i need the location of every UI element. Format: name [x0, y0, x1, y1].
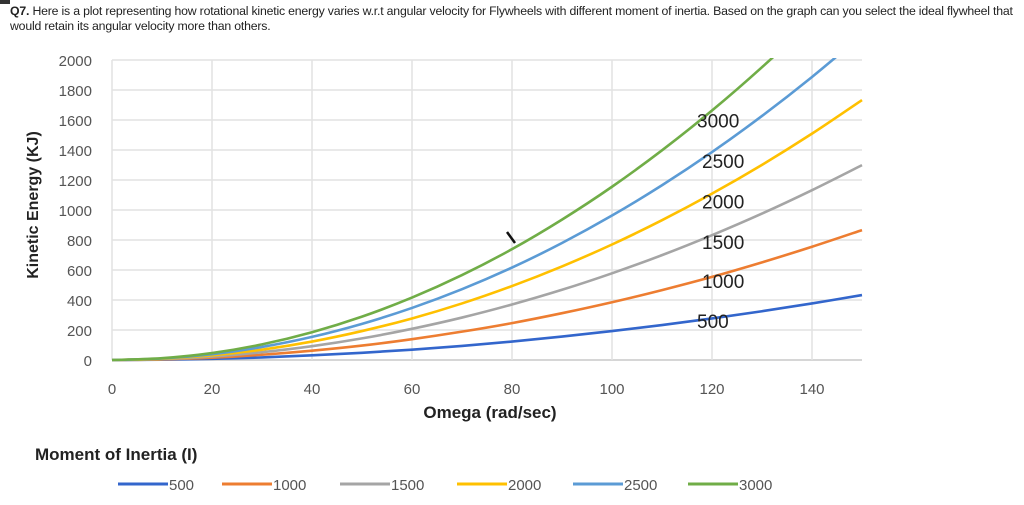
x-tick-label: 140 [799, 381, 824, 398]
arrow-mark [505, 231, 517, 244]
x-tick-label: 0 [108, 381, 116, 398]
y-tick-label: 800 [67, 233, 92, 250]
question-body: Here is a plot representing how rotation… [10, 4, 1013, 33]
x-tick-label: 120 [699, 381, 724, 398]
y-tick-label: 1200 [59, 173, 92, 190]
legend-label: 2000 [508, 477, 541, 494]
y-tick-label: 200 [67, 323, 92, 340]
legend-label: 500 [169, 477, 194, 494]
y-tick-label: 600 [67, 263, 92, 280]
x-tick-label: 80 [504, 381, 521, 398]
legend-item-1500: 1500 [340, 477, 424, 494]
y-tick-labels: 0 200 400 600 800 1000 1200 1400 1600 1800 2000 [59, 53, 92, 370]
curve-annotation: 2500 [702, 152, 744, 173]
series-line-1500 [112, 163, 863, 362]
y-tick-label: 1600 [59, 113, 92, 130]
curve-annotation: 1000 [702, 272, 744, 293]
top-marker [0, 0, 10, 4]
legend-label: 2500 [624, 477, 657, 494]
y-tick-label: 0 [84, 353, 92, 370]
x-tick-labels: 0 20 40 60 80 100 120 140 [108, 381, 825, 398]
series-line-2000 [112, 98, 863, 362]
curve-annotation: 500 [697, 312, 729, 333]
legend-item-2000: 2000 [457, 477, 541, 494]
y-axis-label: Kinetic Energy (KJ) [25, 131, 42, 279]
legend: 500 1000 1500 2000 2500 3000 [118, 477, 772, 494]
series-line-1000 [112, 228, 863, 362]
curve-annotation: 3000 [697, 112, 739, 133]
y-tick-label: 1400 [59, 143, 92, 160]
y-tick-label: 1000 [59, 203, 92, 220]
legend-item-3000: 3000 [688, 477, 772, 494]
legend-item-2500: 2500 [573, 477, 657, 494]
x-axis-label: Omega (rad/sec) [423, 403, 556, 422]
question-number: Q7. [10, 4, 30, 18]
x-tick-label: 100 [599, 381, 624, 398]
curve-annotation: 1500 [702, 233, 744, 254]
legend-label: 1500 [391, 477, 424, 494]
legend-item-1000: 1000 [222, 477, 306, 494]
legend-item-500: 500 [118, 477, 194, 494]
legend-label: 1000 [273, 477, 306, 494]
y-tick-label: 2000 [59, 53, 92, 70]
x-tick-label: 20 [204, 381, 221, 398]
y-tick-label: 1800 [59, 83, 92, 100]
series-line-2500 [112, 58, 837, 362]
legend-title: Moment of Inertia (I) [35, 445, 197, 464]
grid [111, 59, 862, 361]
series-lines [112, 58, 863, 362]
series-line-500 [112, 293, 863, 362]
series-line-3000 [112, 58, 775, 362]
question-text: Q7. Here is a plot representing how rota… [10, 4, 1020, 34]
legend-label: 3000 [739, 477, 772, 494]
curve-annotations: 3000 2500 2000 1500 1000 500 [697, 112, 744, 333]
curve-annotation: 2000 [702, 193, 744, 214]
y-tick-label: 400 [67, 293, 92, 310]
x-tick-label: 60 [404, 381, 421, 398]
x-tick-label: 40 [304, 381, 321, 398]
